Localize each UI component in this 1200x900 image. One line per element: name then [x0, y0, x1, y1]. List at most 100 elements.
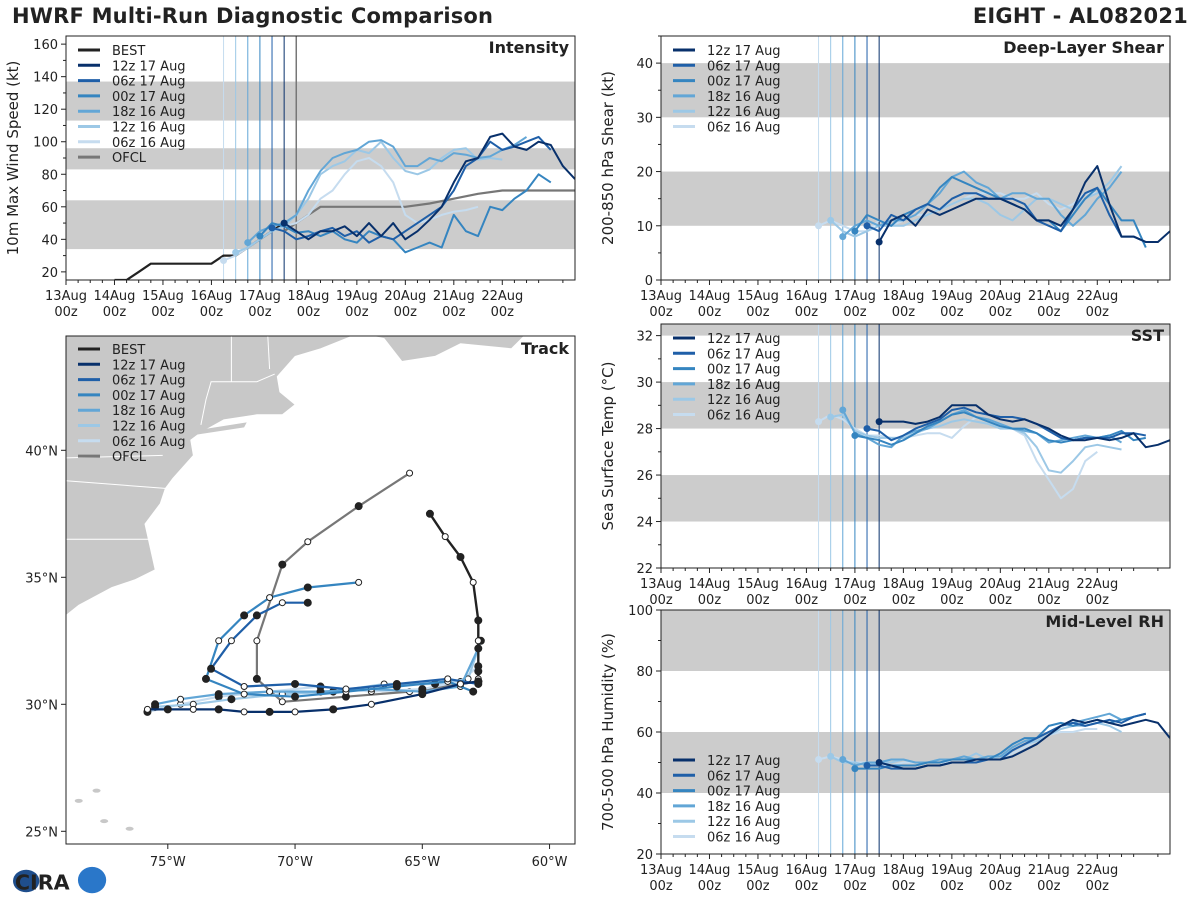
shear-ytick-label: 20: [636, 166, 653, 181]
track-best-point: [456, 552, 465, 561]
sst-xtick-label: 00z: [892, 593, 916, 608]
rh-ylabel: 700-500 hPa Humidity (%): [599, 633, 617, 831]
shear-xtick-label: 00z: [892, 305, 916, 320]
track-run-1-point-hollow: [342, 685, 350, 693]
track-run-2-point: [469, 687, 478, 696]
rh-xtick-label: 18Aug: [882, 863, 924, 878]
sst-band: [661, 324, 1170, 336]
intensity-series-line: [247, 136, 528, 244]
shear-legend-label: 12z 17 Aug: [707, 44, 781, 59]
rh-series-start-point: [851, 765, 859, 773]
track-run-2-point-hollow: [266, 594, 274, 602]
intensity-title: Intensity: [489, 38, 570, 57]
track-xtick-label: 65°W: [404, 855, 440, 870]
rh-xtick-label: 00z: [1086, 879, 1110, 894]
rh-ytick-label: 40: [636, 787, 653, 802]
track-ofcl-point: [278, 560, 287, 569]
track-run-0-point-hollow: [291, 708, 299, 716]
rh-xtick-label: 00z: [843, 879, 867, 894]
shear-band: [661, 63, 1170, 118]
intensity-legend-label: 12z 17 Aug: [112, 59, 186, 74]
sst-xtick-label: 19Aug: [931, 577, 973, 592]
intensity-xtick-label: 00z: [200, 305, 224, 320]
intensity-xtick-label: 13Aug: [45, 289, 87, 304]
intensity-ytick-label: 100: [33, 136, 58, 151]
shear-xtick-label: 22Aug: [1076, 289, 1118, 304]
intensity-legend-label: 06z 17 Aug: [112, 75, 186, 90]
shear-series-start-point: [827, 216, 835, 224]
shear-chart: 01020304013Aug00z14Aug00z15Aug00z16Aug00…: [599, 35, 1171, 320]
track-legend-label: 18z 16 Aug: [112, 404, 186, 419]
rh-series-start-point: [875, 759, 883, 766]
track-run-2-point: [303, 583, 312, 592]
rh-xtick-label: 15Aug: [737, 863, 779, 878]
track-run-1-point-hollow: [278, 599, 286, 607]
rh-xtick-label: 20Aug: [979, 863, 1021, 878]
sst-ytick-label: 26: [636, 469, 653, 484]
rh-xtick-label: 00z: [1037, 879, 1061, 894]
shear-xtick-label: 00z: [698, 305, 722, 320]
shear-ytick-label: 40: [636, 57, 653, 72]
shear-ytick-label: 30: [636, 111, 653, 126]
sst-legend-label: 12z 16 Aug: [707, 393, 781, 408]
intensity-xtick-label: 00z: [54, 305, 78, 320]
sst-xtick-label: 00z: [795, 593, 819, 608]
shear-xtick-label: 18Aug: [882, 289, 924, 304]
track-run-1-point: [252, 611, 261, 620]
track-ytick-label: 30°N: [25, 698, 58, 713]
intensity-series-start-point: [256, 232, 264, 240]
shear-xtick-label: 16Aug: [785, 289, 827, 304]
track-run-0-point-hollow: [189, 705, 197, 713]
shear-xtick-label: 21Aug: [1028, 289, 1070, 304]
sst-xtick-label: 15Aug: [737, 577, 779, 592]
intensity-series-line: [283, 132, 575, 241]
shear-series-start-point: [839, 233, 847, 241]
track-run-0-point: [265, 707, 274, 716]
intensity-xtick-label: 15Aug: [142, 289, 184, 304]
shear-xtick-label: 00z: [1037, 305, 1061, 320]
shear-series-start-point: [851, 227, 859, 235]
track-best-point: [474, 677, 483, 686]
land-mass: [66, 336, 525, 616]
intensity-xtick-label: 00z: [491, 305, 515, 320]
intensity-ytick-label: 60: [41, 201, 58, 216]
state-border: [200, 373, 275, 425]
track-ofcl: [255, 472, 479, 703]
rh-legend-label: 00z 17 Aug: [707, 785, 781, 800]
sst-xtick-label: 00z: [1037, 593, 1061, 608]
sst-ytick-label: 24: [636, 516, 653, 531]
rh-xtick-label: 16Aug: [785, 863, 827, 878]
shear-band: [661, 171, 1170, 226]
track-run-3-point: [214, 690, 223, 699]
shear-xtick-label: 14Aug: [689, 289, 731, 304]
track-run-2-point-hollow: [355, 578, 363, 586]
rh-ytick-label: 80: [636, 665, 653, 680]
rh-chart: 2040608010013Aug00z14Aug00z15Aug00z16Aug…: [599, 604, 1171, 894]
intensity-series-line: [259, 173, 552, 254]
shear-xtick-label: 00z: [746, 305, 770, 320]
track-run-3-point-hollow: [177, 695, 185, 703]
shear-xtick-label: 20Aug: [979, 289, 1021, 304]
rh-xtick-label: 22Aug: [1076, 863, 1118, 878]
rh-xtick-label: 00z: [795, 879, 819, 894]
track-xtick-label: 75°W: [150, 855, 186, 870]
sst-series-start-point: [839, 406, 847, 414]
intensity-xtick-label: 22Aug: [481, 289, 523, 304]
rh-xtick-label: 21Aug: [1028, 863, 1070, 878]
rh-series-start-point: [815, 755, 823, 763]
sst-chart: 22242628303213Aug00z14Aug00z15Aug00z16Au…: [599, 323, 1171, 608]
intensity-xtick-label: 16Aug: [190, 289, 232, 304]
rh-legend-label: 06z 17 Aug: [707, 769, 781, 784]
rh-legend-label: 06z 16 Aug: [707, 831, 781, 846]
land-island: [92, 788, 101, 793]
sst-xtick-label: 16Aug: [785, 577, 827, 592]
track-run-3-point: [151, 700, 160, 709]
sst-ytick-label: 30: [636, 376, 653, 391]
shear-xtick-label: 00z: [649, 305, 673, 320]
intensity-xtick-label: 21Aug: [433, 289, 475, 304]
sst-band: [661, 475, 1170, 522]
rh-xtick-label: 19Aug: [931, 863, 973, 878]
shear-series-start-point: [875, 238, 883, 246]
sst-xtick-label: 22Aug: [1076, 577, 1118, 592]
